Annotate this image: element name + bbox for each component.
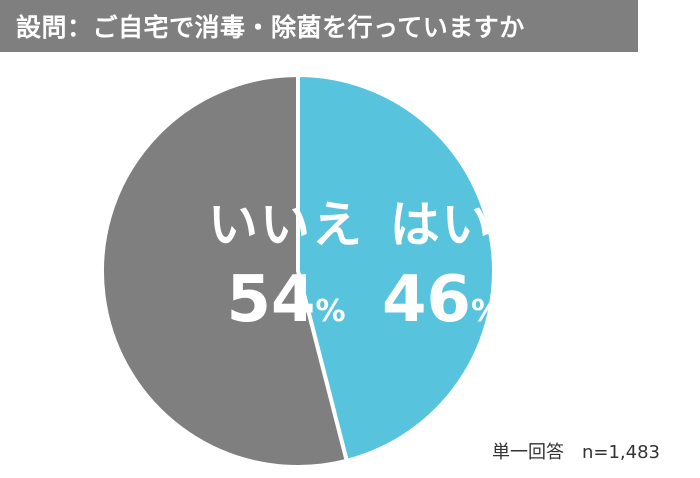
- slice-label-no-unit: %: [315, 294, 346, 329]
- slice-label-no-category: いいえ: [208, 196, 364, 254]
- footnote: 単一回答 n=1,483: [491, 442, 660, 463]
- slice-label-yes-category: はい: [389, 196, 494, 254]
- slice-label-no-value: 54: [226, 263, 316, 337]
- title-bar: 設問：ご自宅で消毒・除菌を行っていますか: [0, 0, 638, 52]
- chart-title: 設問：ご自宅で消毒・除菌を行っていますか: [16, 13, 525, 42]
- slice-label-yes-value: 46: [382, 263, 472, 337]
- slice-label-yes-unit: %: [471, 294, 502, 329]
- pie-slice-yes: [296, 73, 496, 463]
- slice-label-no-percent: 54%: [208, 268, 364, 332]
- slice-label-no: いいえ 54%: [208, 200, 364, 332]
- pie-slices: [99, 73, 496, 469]
- slice-label-yes: はい 46%: [382, 200, 501, 332]
- slice-label-yes-percent: 46%: [382, 268, 501, 332]
- pie-slice-no: [99, 73, 349, 469]
